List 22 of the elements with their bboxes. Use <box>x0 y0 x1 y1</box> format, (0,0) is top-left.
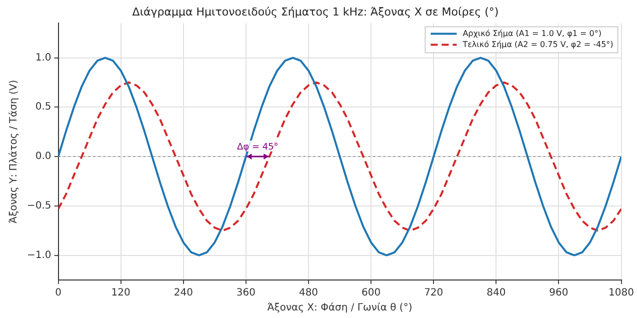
y-tick-label: 0.5 <box>35 102 52 113</box>
x-tick-label: 360 <box>236 288 256 299</box>
legend-label: Αρχικό Σήμα (A1 = 1.0 V, φ1 = 0°) <box>462 28 602 38</box>
x-tick-label: 960 <box>549 288 568 299</box>
x-axis-title: Άξονας Χ: Φάση / Γωνία θ (°) <box>267 302 412 314</box>
x-tick-label: 600 <box>362 288 381 299</box>
y-tick-label: 0.0 <box>35 151 52 162</box>
annotation: Δφ = 45° <box>237 142 278 152</box>
y-tick-label: 1.0 <box>35 52 52 64</box>
chart-title: Διάγραμμα Ημιτονοειδούς Σήματος 1 kHz: Άξονας Χ σε Μοίρες (°) <box>132 5 499 18</box>
x-tick-label: 480 <box>298 288 318 299</box>
y-axis-title: Άξονας Υ: Πλάτος / Τάση (V) <box>8 80 20 224</box>
line-series <box>58 81 622 232</box>
x-tick-label: 720 <box>424 288 444 299</box>
x-tick-label: 120 <box>111 288 130 299</box>
x-tick-label: 0 <box>55 288 62 299</box>
y-tick-label: −0.5 <box>26 200 52 212</box>
y-tick-label: −1.0 <box>26 250 52 261</box>
x-tick-label: 840 <box>486 288 506 299</box>
x-tick-label: 240 <box>174 288 193 299</box>
legend-label: Τελικό Σήμα (A2 = 0.75 V, φ2 = -45°) <box>462 40 614 49</box>
x-tick-label: 1080 <box>608 288 634 299</box>
